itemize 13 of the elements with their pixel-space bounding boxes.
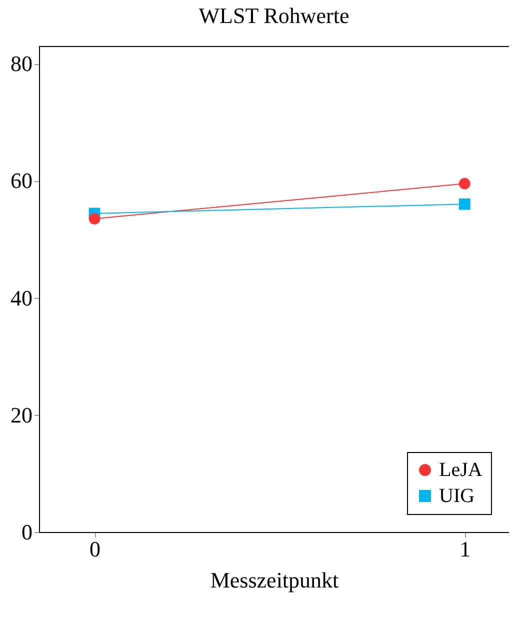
point xyxy=(458,178,470,190)
legend-label: LeJA xyxy=(439,459,483,481)
y-tick-label: 80 xyxy=(10,51,32,76)
chart-title: WLST Rohwerte xyxy=(198,3,350,28)
y-tick-label: 0 xyxy=(22,520,32,544)
y-tick-label: 40 xyxy=(10,285,32,310)
y-tick-label: 20 xyxy=(10,402,32,428)
x-axis-title: Messzeitpunkt xyxy=(210,568,339,592)
legend-label: UIG xyxy=(439,485,475,507)
x-tick-label: 1 xyxy=(460,536,471,562)
y-tick-label: 60 xyxy=(10,168,32,194)
point xyxy=(458,198,470,210)
point xyxy=(88,213,100,224)
